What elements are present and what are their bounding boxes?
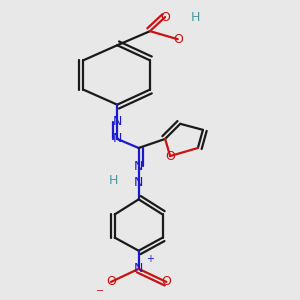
- Text: H: H: [109, 174, 118, 187]
- Text: N: N: [134, 160, 143, 172]
- Text: O: O: [165, 149, 175, 163]
- Text: O: O: [161, 275, 171, 288]
- Text: −: −: [96, 286, 104, 296]
- Text: O: O: [173, 33, 183, 46]
- Text: O: O: [160, 11, 170, 24]
- Text: O: O: [106, 275, 116, 288]
- Text: H: H: [191, 11, 200, 24]
- Text: N: N: [134, 176, 143, 189]
- Text: +: +: [146, 254, 154, 264]
- Text: N: N: [112, 115, 122, 128]
- Text: N: N: [134, 262, 143, 275]
- Text: N: N: [112, 132, 122, 146]
